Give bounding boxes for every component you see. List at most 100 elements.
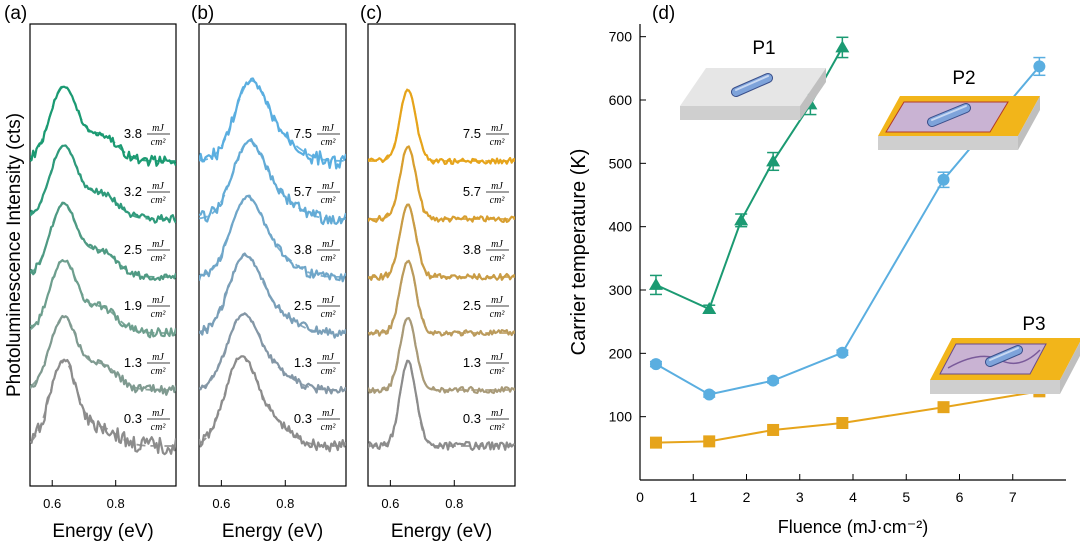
pl-spectrum-fit (30, 202, 176, 278)
data-point (836, 346, 849, 359)
fluence-unit-den: cm² (321, 253, 337, 264)
pl-spectrum-fit (30, 144, 176, 220)
fluence-value: 5.7 (463, 184, 481, 199)
fluence-value: 3.8 (294, 242, 312, 257)
pl-spectrum-fit (199, 195, 346, 278)
device-label-p1: P1 (752, 38, 775, 59)
y-axis-label: Photoluminescence Intensity (cts) (4, 113, 25, 397)
fluence-value: 1.3 (124, 355, 142, 370)
x-tick-label: 7 (1009, 489, 1017, 505)
fluence-unit-num: mJ (322, 181, 334, 192)
panel-label: (c) (360, 3, 382, 24)
series-P2 (649, 56, 1046, 401)
fluence-unit-den: cm² (321, 309, 337, 320)
fluence-value: 7.5 (294, 126, 312, 141)
substrate-side (680, 106, 800, 120)
data-point (836, 417, 849, 429)
fluence-unit-num: mJ (491, 295, 503, 306)
pl-panel-0: (a) 0.6 0.8 Energy (eV) 0.3 mJ cm² 1.3 mJ cm² 1.9 m… (4, 3, 177, 542)
pl-spectrum-fit (30, 258, 176, 334)
data-point (702, 302, 717, 314)
pl-spectrum-fit (368, 360, 515, 447)
device-inset-p1: P1 (680, 38, 826, 120)
x-tick-label: 0.6 (381, 496, 399, 511)
pl-panel-1: (b) 0.6 0.8 Energy (eV) 0.3 mJ cm² 1.3 mJ cm² 2.5 m… (191, 3, 347, 542)
substrate-edge (1060, 341, 1080, 394)
data-point (835, 40, 850, 53)
fluence-unit-den: cm² (151, 253, 167, 264)
device-label-p2: P2 (952, 68, 975, 89)
substrate-side (930, 380, 1060, 394)
x-axis-label: Energy (eV) (391, 521, 492, 542)
fluence-unit-den: cm² (490, 422, 506, 433)
fluence-unit-num: mJ (491, 352, 503, 363)
fluence-value: 0.3 (294, 411, 312, 426)
panel-label: (b) (191, 3, 214, 24)
fluence-label: 2.5 mJ cm² (124, 239, 170, 264)
pl-spectrum-fit (368, 260, 515, 334)
fluence-unit-num: mJ (322, 295, 334, 306)
carrier-temperature-panel: (d) 100 200 300 400 500 600 700 0 1 2 3 4 5 6 7 Fluence … (568, 3, 1080, 537)
fluence-unit-den: cm² (490, 253, 506, 264)
x-tick-label: 0 (636, 489, 644, 505)
fluence-label: 0.3 mJ cm² (124, 408, 170, 433)
x-tick-label: 0.8 (445, 496, 463, 511)
fluence-value: 2.5 (124, 242, 142, 257)
y-tick-label: 300 (609, 282, 633, 298)
pl-spectrum-fit (199, 313, 346, 391)
panel-label: (a) (4, 3, 27, 24)
fluence-label: 0.3 mJ cm² (294, 408, 340, 433)
fluence-unit-num: mJ (152, 123, 164, 134)
x-tick-label: 0.6 (212, 496, 230, 511)
y-tick-label: 100 (609, 409, 633, 425)
fluence-label: 3.2 mJ cm² (124, 181, 170, 206)
fluence-value: 3.2 (124, 184, 142, 199)
fluence-value: 3.8 (124, 126, 142, 141)
fluence-unit-den: cm² (151, 366, 167, 377)
fluence-unit-num: mJ (152, 181, 164, 192)
spectra (368, 88, 515, 451)
substrate-side (878, 136, 1018, 150)
fluence-label: 7.5 mJ cm² (463, 123, 509, 148)
nanowire-highlight (989, 347, 1019, 361)
x-tick-label: 0.6 (43, 496, 61, 511)
substrate-edge (800, 68, 826, 120)
fluence-label: 3.8 mJ cm² (463, 239, 509, 264)
x-tick-label: 6 (956, 489, 964, 505)
fluence-label: 5.7 mJ cm² (294, 181, 340, 206)
fluence-unit-den: cm² (321, 137, 337, 148)
x-tick-label: 4 (849, 489, 857, 505)
fluence-unit-num: mJ (322, 352, 334, 363)
fluence-value: 5.7 (294, 184, 312, 199)
fluence-unit-den: cm² (151, 137, 167, 148)
fluence-label: 7.5 mJ cm² (294, 123, 340, 148)
pl-spectrum-fit (30, 84, 176, 162)
fluence-unit-num: mJ (152, 408, 164, 419)
fluence-value: 1.3 (463, 355, 481, 370)
data-point (649, 358, 662, 371)
fluence-unit-num: mJ (491, 408, 503, 419)
y-tick-label: 200 (609, 345, 633, 361)
x-tick-label: 0.8 (107, 496, 125, 511)
pl-spectrum-raw (199, 138, 346, 226)
fluence-unit-num: mJ (152, 295, 164, 306)
fluence-unit-den: cm² (321, 422, 337, 433)
fluence-unit-den: cm² (490, 137, 506, 148)
fluence-unit-num: mJ (322, 408, 334, 419)
fluence-value: 7.5 (463, 126, 481, 141)
pl-spectrum-fit (199, 139, 346, 220)
fluence-label: 2.5 mJ cm² (294, 295, 340, 320)
fluence-unit-num: mJ (152, 239, 164, 250)
fluence-value: 2.5 (463, 298, 481, 313)
device-label-p3: P3 (1022, 314, 1045, 335)
fluence-value: 1.9 (124, 298, 142, 313)
pl-spectrum-fit (199, 253, 346, 334)
pl-panel-2: (c) 0.6 0.8 Energy (eV) 0.3 mJ cm² 1.3 mJ cm² 2.5 m… (360, 3, 516, 542)
panel-label: (d) (652, 3, 675, 24)
data-point (734, 213, 749, 226)
fluence-label: 0.3 mJ cm² (463, 408, 509, 433)
fluence-unit-den: cm² (321, 366, 337, 377)
pl-spectrum-raw (199, 312, 346, 395)
pl-spectrum-fit (30, 315, 176, 391)
fluence-unit-num: mJ (152, 352, 164, 363)
